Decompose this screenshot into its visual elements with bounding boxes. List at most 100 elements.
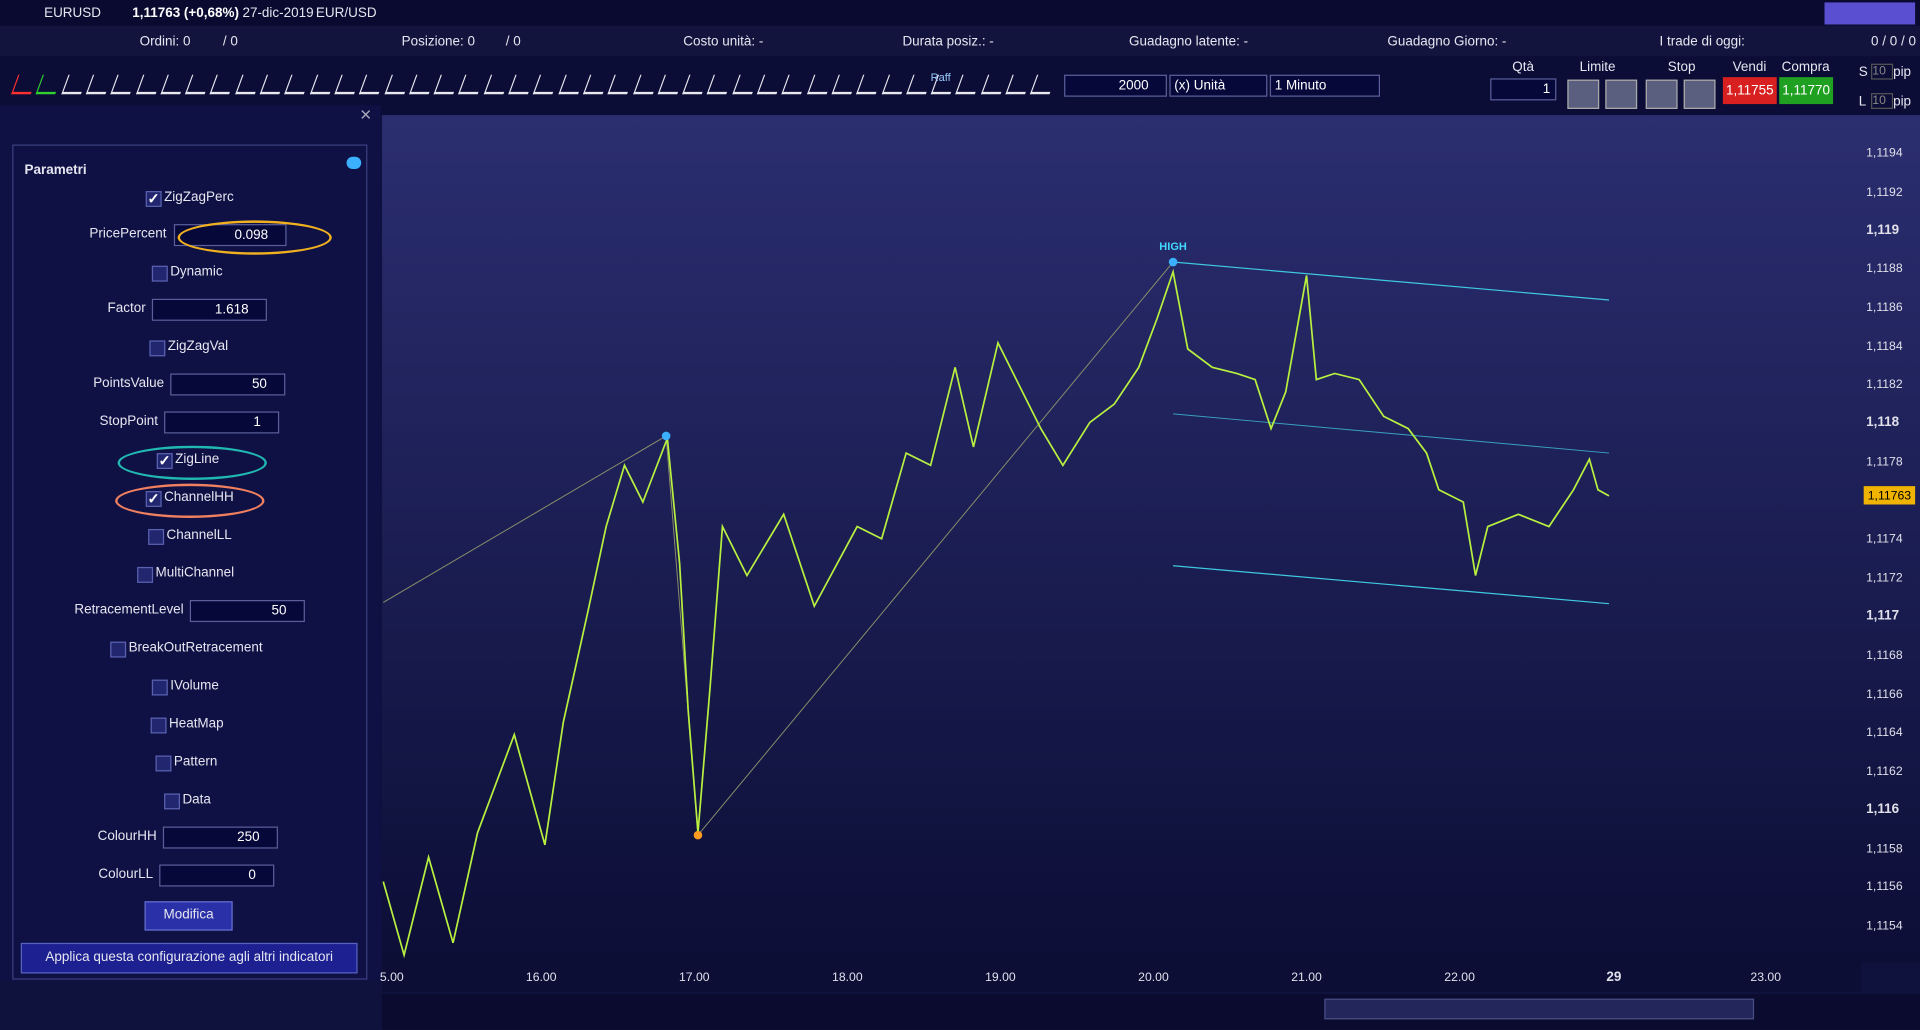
info-item: I trade di oggi: bbox=[1659, 34, 1745, 49]
info-item: Posizione: 0 bbox=[401, 34, 476, 49]
price-box bbox=[1863, 486, 1916, 505]
scrollbar[interactable] bbox=[1324, 998, 1755, 1020]
info-item: Durata posiz.: - bbox=[902, 34, 994, 49]
checkbox[interactable] bbox=[137, 566, 154, 583]
time-label: 16.00 bbox=[526, 970, 557, 984]
price-label: 1,1188 bbox=[1866, 261, 1903, 275]
param-label: ColourLL bbox=[98, 866, 154, 882]
quantity-input[interactable]: 2000 bbox=[1064, 74, 1167, 97]
price-label: 1,1192 bbox=[1866, 185, 1903, 199]
info-item: Guadagno Giorno: - bbox=[1387, 34, 1507, 49]
checkbox[interactable] bbox=[151, 265, 168, 282]
info-item: Costo unità: - bbox=[683, 34, 764, 49]
info-item: Ordini: 0 bbox=[139, 34, 191, 49]
info-item: 0 / 0 / 0 bbox=[1871, 34, 1916, 49]
s-label: S bbox=[1858, 64, 1868, 80]
price-label: 1,1156 bbox=[1866, 879, 1903, 893]
window-controls[interactable] bbox=[1824, 2, 1916, 25]
order-button[interactable] bbox=[1645, 79, 1678, 109]
info-item: / 0 bbox=[505, 34, 521, 49]
raff: Raff bbox=[930, 71, 951, 84]
info-bar bbox=[0, 25, 1920, 57]
param-input[interactable]: 50 bbox=[189, 600, 305, 623]
param-label: BreakOutRetracement bbox=[128, 640, 263, 656]
l-label: L bbox=[1858, 94, 1867, 109]
price-label: 1,1154 bbox=[1866, 918, 1903, 932]
price-label: 1,117 bbox=[1866, 608, 1899, 623]
sell-label: Vendi bbox=[1732, 60, 1767, 75]
checkbox[interactable]: ✓ bbox=[145, 189, 162, 207]
checkbox[interactable] bbox=[148, 528, 165, 545]
param-input[interactable]: 1 bbox=[164, 411, 280, 434]
price-label: 1,116 bbox=[1866, 801, 1899, 816]
qty-input[interactable]: 1 bbox=[1490, 78, 1557, 101]
params-box bbox=[12, 144, 368, 980]
order-button[interactable] bbox=[1567, 79, 1600, 109]
param-label: ChannelLL bbox=[166, 527, 232, 543]
param-label: ZigZagPerc bbox=[164, 189, 234, 205]
apply-button[interactable]: Applica questa configurazione agli altri… bbox=[20, 942, 358, 974]
pip: pip bbox=[1893, 94, 1912, 109]
param-label: IVolume bbox=[170, 678, 219, 694]
time-label: 23.00 bbox=[1750, 970, 1781, 984]
highlight-ring bbox=[177, 220, 332, 255]
annotation: HIGH bbox=[1159, 241, 1187, 253]
time-label: 18.00 bbox=[832, 970, 863, 984]
checkbox[interactable] bbox=[155, 755, 172, 772]
price-label: 1,1172 bbox=[1866, 571, 1903, 585]
buy-button[interactable]: 1,11770 bbox=[1779, 77, 1834, 105]
checkbox[interactable] bbox=[164, 793, 181, 810]
checkbox[interactable] bbox=[150, 717, 167, 734]
order-button[interactable] bbox=[1605, 79, 1638, 109]
panel-title: Parametri bbox=[24, 162, 87, 178]
checkbox[interactable] bbox=[110, 641, 127, 658]
checkbox[interactable] bbox=[149, 340, 166, 357]
param-input[interactable]: 250 bbox=[162, 826, 278, 849]
pip: pip bbox=[1893, 64, 1912, 80]
time-label: 21.00 bbox=[1291, 970, 1322, 984]
current-price: 1,11763 bbox=[1868, 489, 1912, 503]
price-label: 1,1164 bbox=[1866, 725, 1903, 739]
checkbox[interactable] bbox=[151, 679, 168, 696]
symbol[interactable]: EURUSD bbox=[44, 6, 101, 21]
param-label: Pattern bbox=[173, 754, 218, 769]
channel-line bbox=[1173, 413, 1610, 454]
param-input[interactable]: 50 bbox=[170, 373, 286, 396]
time-label: 19.00 bbox=[985, 970, 1016, 984]
param-label: HeatMap bbox=[168, 716, 224, 732]
param-label: Dynamic bbox=[170, 264, 223, 280]
param-input[interactable]: 1.618 bbox=[151, 298, 267, 321]
price-label: 1,1166 bbox=[1866, 687, 1903, 701]
unit-select[interactable]: (x) Unità bbox=[1169, 74, 1268, 97]
close-button[interactable]: × bbox=[360, 105, 372, 127]
time-axis bbox=[382, 962, 1862, 992]
param-label: RetracementLevel bbox=[74, 602, 184, 618]
info-item: Guadagno latente: - bbox=[1128, 34, 1249, 49]
info-item: / 0 bbox=[222, 34, 238, 49]
sell-button[interactable]: 1,11755 bbox=[1722, 77, 1777, 105]
price-label: 1,1186 bbox=[1866, 300, 1903, 314]
param-label: ColourHH bbox=[97, 828, 157, 844]
help-icon[interactable] bbox=[346, 156, 362, 169]
price-label: 1,118 bbox=[1866, 414, 1899, 429]
pivot-dot bbox=[693, 830, 703, 840]
param-label: StopPoint bbox=[99, 413, 158, 429]
price-label: 1,1168 bbox=[1866, 648, 1903, 662]
timeframe-select[interactable]: 1 Minuto bbox=[1269, 74, 1381, 97]
price-line bbox=[382, 268, 1610, 959]
param-label: PricePercent bbox=[89, 226, 167, 242]
price-label: 1,1194 bbox=[1866, 146, 1903, 160]
s-pip: 10 bbox=[1871, 63, 1894, 80]
channel-line bbox=[1173, 261, 1610, 301]
price-label: 1,1182 bbox=[1866, 377, 1903, 391]
param-label: PointsValue bbox=[93, 375, 165, 391]
pair: EUR/USD bbox=[315, 6, 377, 21]
time-label: 29 bbox=[1606, 969, 1621, 984]
param-input[interactable]: 0 bbox=[159, 864, 275, 887]
channel-line bbox=[1173, 565, 1610, 605]
param-label: Data bbox=[182, 792, 211, 807]
modify-button[interactable]: Modifica bbox=[144, 901, 233, 931]
order-button[interactable] bbox=[1683, 79, 1716, 109]
limit-label: Limite bbox=[1579, 60, 1616, 75]
